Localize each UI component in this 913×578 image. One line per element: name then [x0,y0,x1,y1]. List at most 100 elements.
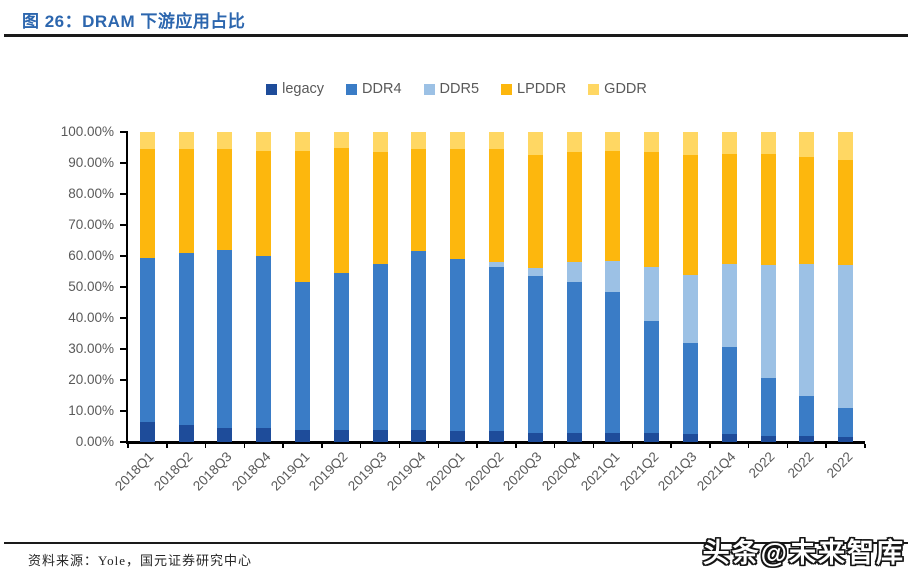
x-axis-tick [166,443,168,449]
x-axis-tick [243,443,246,449]
bar-segment-lpddr [139,149,155,258]
bar-segment-legacy [411,429,427,442]
bar-segment-legacy [489,431,504,442]
x-axis-tick [864,443,866,449]
x-axis-tick [127,443,129,449]
y-axis-label: 10.00% [68,402,114,418]
bar-segment-lpddr [721,153,737,264]
bar-segment-lpddr [682,155,698,275]
bar-segment-legacy [838,437,854,442]
y-axis-label: 100.00% [60,123,114,139]
bar-segment-legacy [682,434,698,442]
legend-label: DDR4 [362,81,402,97]
bar-segment-lpddr [799,156,815,264]
bar-segment-ddr4 [411,251,427,430]
bar-segment-legacy [450,431,466,442]
y-axis-line [126,131,129,444]
bar-segment-legacy [217,428,233,442]
stacked-bar [760,132,776,442]
y-axis-label: 70.00% [68,216,114,232]
stacked-bar [217,132,233,442]
stacked-bar [799,132,815,442]
bar-segment-ddr4 [721,347,737,435]
stacked-bar [838,132,854,442]
x-axis-tick [476,443,478,449]
bar-segment-gddr [450,132,466,150]
legend-label: LPDDR [517,81,567,97]
bar-segment-gddr [644,132,660,153]
bar-segment-gddr [799,132,815,157]
plot-area [128,132,865,442]
bar-segment-ddr4 [838,407,854,438]
bar-segment-lpddr [760,153,776,266]
bar-segment-ddr5 [682,274,698,343]
bar-segment-lpddr [217,149,233,250]
bar-segment-lpddr [295,150,311,283]
y-axis-label: 20.00% [68,371,114,387]
stacked-bar [139,132,155,442]
bar-segment-gddr [605,132,621,151]
bar-segment-gddr [256,132,272,151]
legend-item-ddr4: DDR4 [346,81,402,97]
x-axis-tick [592,443,595,449]
bar-segment-ddr4 [450,259,466,432]
bar-segment-gddr [682,132,698,156]
y-axis-label: 60.00% [68,247,114,263]
legend-item-lpddr: LPDDR [501,81,566,97]
bar-segment-ddr4 [295,282,311,430]
bar-segment-legacy [644,432,660,442]
legend-swatch-icon [423,83,435,95]
bar-segment-lpddr [333,147,349,274]
bar-segment-ddr4 [527,276,543,433]
bar-segment-legacy [799,435,815,442]
stacked-bar [527,132,543,442]
y-axis-label: 30.00% [68,340,114,356]
bar-segment-legacy [139,421,155,442]
bar-segment-lpddr [450,149,466,260]
bar-segment-ddr5 [489,262,504,267]
bar-segment-ddr4 [605,291,621,433]
y-axis-tick [119,131,127,133]
bar-segment-lpddr [178,149,194,253]
bar-segment-ddr4 [333,273,349,430]
bar-segment-legacy [256,428,272,442]
stacked-bar [489,132,504,442]
legend-item-legacy: legacy [266,81,324,97]
bar-segment-gddr [411,132,427,150]
y-axis-tick [119,410,127,412]
bar-segment-ddr4 [217,249,233,429]
legend-label: GDDR [604,81,647,97]
bar-segment-gddr [489,132,504,150]
x-axis-tick [398,443,401,449]
bar-segment-ddr5 [527,268,543,277]
stacked-bar [566,132,582,442]
bar-segment-gddr [721,132,737,154]
y-axis-tick [119,441,127,443]
bar-segment-gddr [295,132,311,151]
bar-segment-gddr [333,132,349,148]
x-axis-tick [670,443,672,449]
legend-swatch-icon [346,83,358,95]
bar-segment-ddr4 [760,378,776,436]
x-axis-tick [515,443,517,449]
chart-legend: legacy DDR4 DDR5 LPDDR GDDR [0,81,913,97]
bar-segment-ddr4 [178,252,194,425]
legend-swatch-icon [501,83,513,95]
bar-segment-legacy [295,429,311,442]
stacked-bar [605,132,621,442]
y-axis-tick [119,255,127,257]
y-axis-label: 90.00% [68,154,114,170]
x-axis-tick [553,443,556,449]
bar-segment-ddr5 [760,265,776,379]
x-axis-tick [282,443,284,449]
bar-segment-lpddr [372,152,388,264]
source-note: 资料来源：Yole，国元证券研究中心 [28,553,252,568]
bar-segment-ddr5 [838,265,854,408]
bar-segment-lpddr [489,149,504,263]
bar-segment-ddr5 [605,260,621,292]
bar-segment-gddr [527,132,543,156]
y-axis-tick [119,193,127,195]
x-axis-line [126,441,866,444]
bar-segment-ddr4 [566,282,582,433]
bar-segment-gddr [178,132,194,150]
